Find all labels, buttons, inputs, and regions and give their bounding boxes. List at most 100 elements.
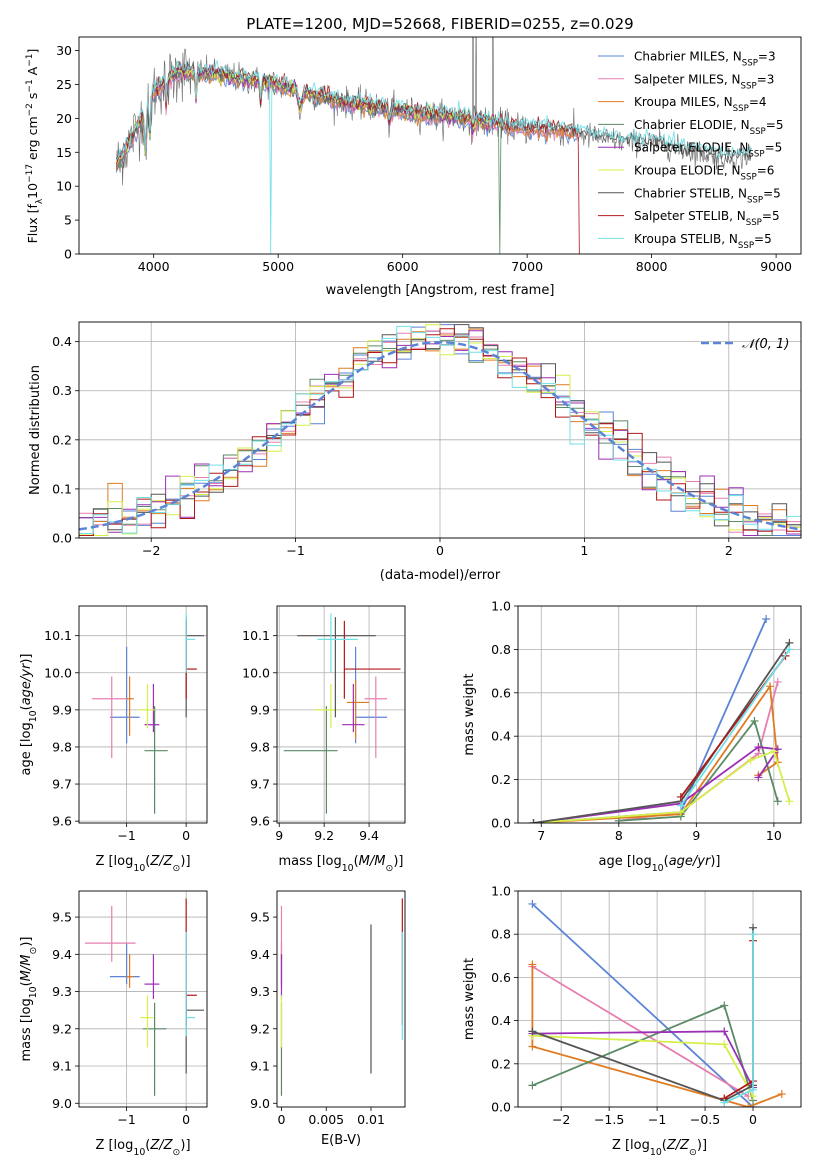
weight-line: [533, 642, 791, 823]
label-part: Z/Z: [149, 854, 173, 869]
label-part: −1: [25, 79, 35, 92]
label-part: age/yr: [669, 854, 712, 869]
residuals-panel: −2 −1 0 1 2 0.0 0.1 0.2 0.3 0.4 (data-model)/error…: [28, 321, 802, 583]
weight-marker: [720, 1040, 729, 1049]
label-part: 10: [342, 863, 354, 874]
x-tick-label: 7000: [511, 259, 543, 274]
weight-marker: [720, 1098, 729, 1107]
legend-label: 𝒩(0, 1): [742, 337, 789, 352]
x-axis-label: Z [log10(Z/Z⊙)]: [95, 854, 190, 874]
plot-area: [115, 37, 752, 254]
y-tick-label: 9.8: [52, 739, 72, 754]
y-tick-label: 9.3: [52, 984, 72, 999]
model-spectrum-line: [115, 68, 578, 171]
plot-area: [529, 615, 794, 823]
label-part: ⊙: [173, 1147, 181, 1158]
y-tick-label: 0.2: [52, 432, 72, 447]
label-part: −2: [25, 103, 35, 116]
label-part: 10: [25, 183, 40, 199]
weight-marker: [750, 717, 759, 726]
label-part: SSP: [747, 195, 763, 205]
y-tick-label: 0.4: [491, 1013, 511, 1028]
model-spectrum-line: [115, 62, 580, 254]
weight-line: [532, 1004, 754, 1101]
x-tick-label: −1: [117, 828, 135, 843]
age-vs-z-panel: −1 09.69.79.89.910.010.1Z [log10(Z/Z⊙)]ag…: [19, 605, 208, 874]
y-tick-label: 9.0: [250, 1096, 270, 1111]
y-tick-label: 0.2: [491, 772, 511, 787]
y-tick-label: 5: [64, 213, 72, 228]
label-part: )]: [19, 653, 34, 663]
label-part: 10: [28, 986, 39, 998]
age-vs-mass-panel: 9 9.2 9.4 9.6 9.7 9.8 9.9 10.0 10.1 mass [log10(M…: [242, 605, 406, 874]
label-part: age [log: [598, 854, 651, 869]
weight-line: [680, 648, 791, 807]
weight-line: [618, 719, 779, 822]
label-part: Chabrier ELODIE, N: [634, 118, 750, 132]
weight-marker: [528, 960, 537, 969]
x-tick-label: 0: [182, 1112, 190, 1127]
legend-label: Salpeter ELODIE, NSSP=5: [634, 141, 782, 160]
weight-marker: [528, 1042, 537, 1051]
weight-marker: [676, 801, 685, 810]
label-part: =5: [763, 186, 781, 200]
label-part: SSP: [741, 173, 757, 183]
label-part: )]: [393, 854, 403, 869]
label-part: ⊙: [385, 863, 393, 874]
label-part: erg cm: [25, 116, 40, 164]
y-tick-label: 9.0: [52, 1096, 72, 1111]
label-part: SSP: [733, 104, 749, 114]
y-tick-label: 0.0: [491, 1100, 511, 1115]
y-tick-label: 9.9: [250, 702, 270, 717]
y-axis-label: Flux [fλ10−17 erg cm−2 s−1 A−1]: [25, 49, 45, 244]
label-part: −17: [25, 164, 35, 183]
weight-marker: [720, 1001, 729, 1010]
legend-label: Kroupa ELODIE, NSSP=6: [634, 164, 774, 183]
x-tick-label: 0.01: [357, 1112, 385, 1127]
y-axis-label: mass weight: [462, 673, 477, 755]
weight-marker: [614, 816, 623, 823]
y-tick-label: 0.2: [491, 1056, 511, 1071]
weight-marker: [528, 899, 537, 908]
label-part: )]: [710, 854, 720, 869]
y-tick-label: 9.1: [250, 1059, 270, 1074]
weight-marker: [744, 1103, 753, 1107]
label-part: 10: [133, 1147, 145, 1158]
y-tick-label: 20: [56, 111, 72, 126]
label-part: (: [664, 854, 669, 869]
label-part: Z [log: [95, 854, 133, 869]
weight-marker: [765, 682, 774, 691]
label-part: Z/Z: [149, 1138, 173, 1153]
y-tick-label: 9.2: [250, 1021, 270, 1036]
axes-frame: 0 0.005 0.01 9.0 9.1 9.2 9.3 9.4 9.5 E(B-V): [250, 890, 406, 1148]
y-tick-label: 25: [56, 77, 72, 92]
y-tick-label: 1.0: [491, 599, 511, 614]
legend: Chabrier MILES, NSSP=3 Salpeter MILES, NS…: [598, 50, 783, 251]
weight-marker: [528, 1027, 537, 1036]
y-tick-label: 0.8: [491, 927, 511, 942]
weight-marker: [749, 1085, 758, 1094]
weight-line: [531, 964, 783, 1107]
label-part: −1: [25, 54, 35, 67]
y-axis-label: age [log10(age/yr)]: [19, 653, 39, 775]
weight-marker: [785, 797, 794, 806]
plot-area: [92, 613, 205, 814]
figure-title: PLATE=1200, MJD=52668, FIBERID=0255, z=0…: [246, 15, 633, 33]
label-part: (: [662, 1138, 667, 1153]
axes-border: [78, 36, 802, 255]
plot-area: [280, 898, 403, 1096]
x-tick-label: 6000: [387, 259, 419, 274]
label-part: ⊙: [28, 947, 39, 955]
y-axis-label: Normed distribution: [28, 365, 43, 495]
label-part: age/yr: [19, 662, 34, 705]
label-part: Z [log: [612, 1138, 650, 1153]
y-axis-label: mass [log10(M/M⊙)]: [19, 937, 39, 1062]
x-axis-label: age [log10(age/yr)]: [598, 854, 720, 874]
legend-label: Salpeter MILES, NSSP=3: [634, 72, 774, 91]
legend-label: Chabrier MILES, NSSP=3: [634, 50, 776, 69]
y-tick-label: 0: [64, 247, 72, 262]
weight-marker: [746, 756, 755, 765]
label-part: Flux [f: [25, 204, 40, 244]
